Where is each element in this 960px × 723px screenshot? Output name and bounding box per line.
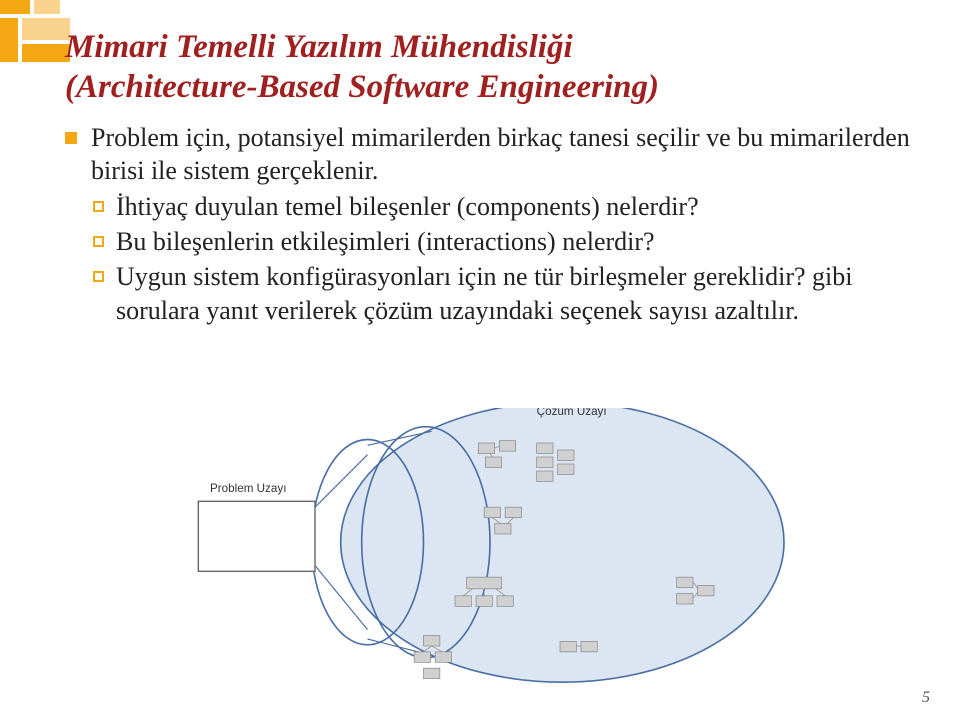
bullet-square-icon bbox=[65, 132, 77, 144]
subbullet-row-2: Bu bileşenlerin etkileşimleri (interacti… bbox=[93, 225, 920, 258]
slide-title: Mimari Temelli Yazılım Mühendisliği (Arc… bbox=[65, 28, 920, 107]
diagram-svg: Problem Uzayı Çözüm Uzayı bbox=[120, 408, 860, 688]
problem-box bbox=[198, 501, 315, 571]
sub3-text: Uygun sistem konfigürasyonları için ne t… bbox=[116, 260, 920, 327]
problem-label: Problem Uzayı bbox=[210, 482, 286, 495]
title-line-2: (Architecture-Based Software Engineering… bbox=[65, 69, 659, 105]
page-number: 5 bbox=[922, 689, 930, 707]
bullet-outline-icon bbox=[93, 271, 104, 282]
diagram-container: Problem Uzayı Çözüm Uzayı bbox=[120, 408, 860, 688]
bullet-row-main: Problem için, potansiyel mimarilerden bi… bbox=[65, 121, 920, 188]
title-line-1: Mimari Temelli Yazılım Mühendisliği bbox=[65, 29, 573, 65]
subbullet-row-3: Uygun sistem konfigürasyonları için ne t… bbox=[93, 260, 920, 327]
sub2-text: Bu bileşenlerin etkileşimleri (interacti… bbox=[116, 225, 655, 258]
bullet-outline-icon bbox=[93, 236, 104, 247]
subbullet-row-1: İhtiyaç duyulan temel bileşenler (compon… bbox=[93, 190, 920, 223]
solution-label: Çözüm Uzayı bbox=[537, 408, 607, 418]
slide-content: Mimari Temelli Yazılım Mühendisliği (Arc… bbox=[65, 28, 920, 327]
sub1-text: İhtiyaç duyulan temel bileşenler (compon… bbox=[116, 190, 699, 223]
intro-text: Problem için, potansiyel mimarilerden bi… bbox=[91, 121, 920, 188]
bullet-outline-icon bbox=[93, 201, 104, 212]
